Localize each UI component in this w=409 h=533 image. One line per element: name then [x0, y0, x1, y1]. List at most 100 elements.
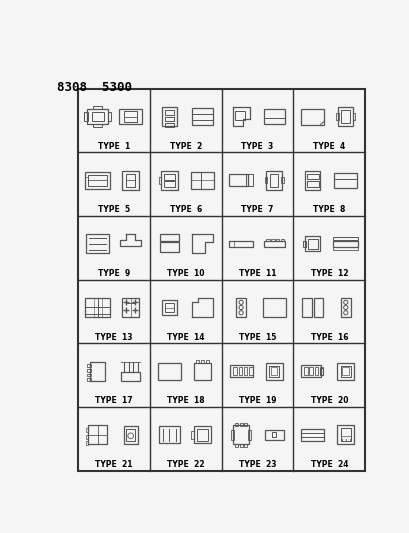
Bar [269, 174, 278, 187]
Text: TYPE  15: TYPE 15 [238, 333, 276, 342]
Bar [90, 362, 105, 381]
Text: TYPE  16: TYPE 16 [310, 333, 347, 342]
Bar [200, 360, 203, 363]
Bar [303, 367, 307, 375]
Bar [234, 423, 237, 426]
Bar [119, 109, 142, 124]
Text: TYPE  9: TYPE 9 [98, 269, 130, 278]
Bar [205, 360, 208, 363]
Bar [162, 107, 177, 126]
Bar [239, 445, 242, 447]
Bar [123, 426, 137, 444]
Bar [234, 445, 237, 447]
Text: TYPE  19: TYPE 19 [238, 396, 276, 405]
Bar [122, 171, 139, 190]
Bar [264, 430, 283, 440]
Bar [304, 171, 319, 190]
Bar [197, 429, 207, 441]
Bar [93, 124, 102, 127]
Text: TYPE  5: TYPE 5 [98, 205, 130, 214]
Bar [301, 365, 321, 377]
Bar [301, 429, 324, 441]
Bar [333, 237, 357, 240]
Bar [85, 441, 88, 445]
Bar [335, 113, 338, 120]
Text: TYPE  10: TYPE 10 [167, 269, 204, 278]
Bar [164, 303, 174, 312]
Bar [263, 240, 284, 247]
Bar [235, 298, 246, 317]
Text: TYPE  12: TYPE 12 [310, 269, 347, 278]
Bar [191, 108, 212, 125]
Bar [333, 240, 357, 247]
Bar [93, 106, 102, 109]
Bar [271, 432, 276, 437]
Bar [91, 112, 103, 121]
Bar [88, 174, 107, 186]
Bar [165, 123, 173, 127]
Bar [162, 300, 177, 315]
Bar [87, 364, 90, 367]
Bar [85, 435, 88, 439]
Bar [265, 362, 282, 379]
Bar [124, 111, 137, 122]
Bar [85, 428, 88, 432]
Bar [159, 426, 180, 443]
Bar [228, 174, 247, 187]
Bar [122, 298, 139, 317]
Bar [159, 177, 161, 183]
Bar [164, 181, 174, 187]
Bar [126, 429, 135, 441]
Bar [336, 362, 353, 379]
Bar [302, 240, 305, 247]
Bar [160, 171, 178, 190]
Text: TYPE  18: TYPE 18 [167, 396, 204, 405]
Bar [270, 367, 277, 375]
Text: TYPE  21: TYPE 21 [95, 460, 133, 469]
Text: TYPE  7: TYPE 7 [241, 205, 273, 214]
Text: TYPE  20: TYPE 20 [310, 396, 347, 405]
Bar [314, 367, 317, 375]
Bar [85, 172, 110, 189]
Bar [309, 367, 312, 375]
Bar [304, 236, 319, 252]
Text: TYPE  24: TYPE 24 [310, 460, 347, 469]
Bar [87, 109, 108, 124]
Bar [126, 174, 135, 187]
Bar [306, 181, 318, 187]
Bar [108, 112, 111, 121]
Bar [280, 239, 283, 241]
Bar [333, 247, 357, 250]
Bar [88, 425, 107, 445]
Bar [87, 374, 90, 376]
Bar [245, 174, 252, 187]
Bar [191, 172, 213, 189]
Text: TYPE  22: TYPE 22 [167, 460, 204, 469]
Bar [231, 430, 234, 440]
Bar [87, 378, 90, 381]
Bar [193, 362, 211, 379]
Bar [85, 298, 110, 317]
Bar [121, 372, 140, 381]
Text: TYPE  17: TYPE 17 [95, 396, 133, 405]
Bar [268, 366, 279, 377]
Bar [233, 425, 248, 445]
Bar [262, 298, 285, 317]
Bar [319, 367, 322, 375]
Bar [239, 423, 242, 426]
Bar [266, 171, 281, 190]
Bar [340, 298, 350, 317]
Bar [313, 298, 322, 317]
Bar [341, 110, 349, 123]
Bar [336, 425, 353, 445]
Bar [342, 367, 348, 375]
Bar [193, 426, 211, 443]
Bar [264, 177, 266, 183]
Text: TYPE  6: TYPE 6 [169, 205, 202, 214]
Text: 8308  5300: 8308 5300 [57, 81, 132, 94]
Bar [352, 113, 355, 120]
Bar [165, 110, 173, 115]
Bar [238, 367, 241, 375]
Bar [84, 112, 88, 121]
Bar [191, 431, 194, 439]
